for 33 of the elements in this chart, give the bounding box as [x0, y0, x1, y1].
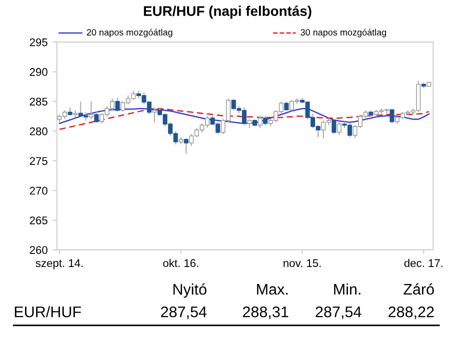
candlestick	[390, 108, 394, 124]
text: Max.	[257, 284, 288, 295]
text: Nyitó	[173, 283, 206, 298]
y-tick-label: 285	[30, 98, 48, 106]
candlestick	[184, 138, 188, 154]
legend-label: 30 napos mozgóátlag	[300, 28, 386, 38]
text: 288,31	[242, 306, 288, 320]
text: Záró	[404, 283, 434, 295]
chart-title: EUR/HUF (napi felbontás)	[144, 6, 312, 19]
x-tick-label: szept. 14.	[36, 259, 83, 270]
legend-label: 20 napos mozgóátlag	[86, 28, 172, 38]
candlestick	[152, 106, 157, 123]
y-tick-label: 295	[30, 38, 48, 46]
candlestick	[336, 122, 342, 136]
candlestick	[258, 116, 262, 129]
candlestick	[263, 115, 268, 126]
text: EUR/HUF	[14, 306, 81, 318]
text: 287,54	[161, 306, 207, 320]
y-tick-label: 260	[30, 246, 48, 254]
x-tick-label: nov. 15.	[284, 259, 321, 268]
candlestick	[88, 100, 94, 120]
text: 287,54	[316, 306, 362, 320]
candlestick	[115, 97, 120, 112]
y-tick-label: 280	[30, 127, 48, 136]
x-tick-label: okt. 16.	[163, 258, 198, 268]
candlestick	[332, 118, 336, 135]
y-tick-label: 270	[30, 186, 48, 195]
text: Min.	[334, 283, 360, 295]
y-tick-label: 290	[30, 68, 48, 76]
text: 288,22	[388, 306, 434, 320]
y-tick-label: 275	[30, 157, 48, 165]
y-tick-label: 265	[30, 216, 48, 224]
x-tick-label: dec. 17.	[404, 258, 442, 268]
